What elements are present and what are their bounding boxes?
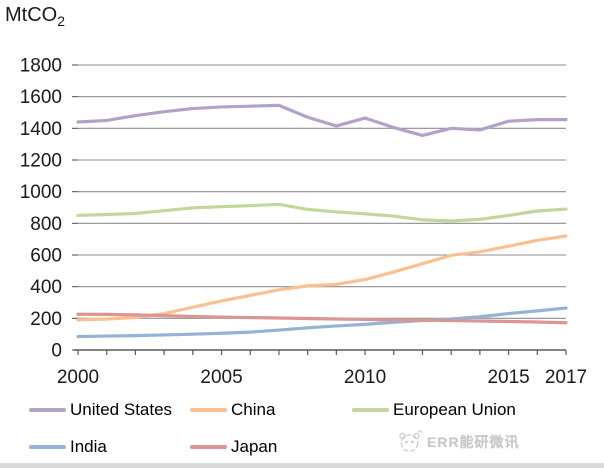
x-axis-label: 2015 bbox=[487, 367, 529, 388]
series-line-european-union bbox=[76, 202, 568, 223]
watermark: ERR能研微讯 bbox=[397, 429, 520, 455]
y-axis-label: 600 bbox=[30, 246, 62, 267]
y-axis-label: 400 bbox=[30, 277, 62, 298]
chart-title-text: MtCO bbox=[5, 4, 58, 26]
x-axis-label: 2010 bbox=[344, 367, 386, 388]
y-axis-label: 1600 bbox=[20, 87, 62, 108]
series-line-japan bbox=[76, 312, 568, 325]
x-axis-label: 2017 bbox=[545, 367, 587, 388]
y-axis-label: 200 bbox=[30, 309, 62, 330]
x-axis-label: 2005 bbox=[200, 367, 242, 388]
y-axis-label: 1800 bbox=[20, 56, 62, 77]
panda-logo-icon bbox=[399, 430, 422, 452]
y-axis-label: 1200 bbox=[20, 151, 62, 172]
series-line-india bbox=[76, 306, 568, 339]
series-line-united-states bbox=[76, 103, 568, 138]
y-axis-label: 1400 bbox=[20, 119, 62, 140]
watermark-text: ERR能研微讯 bbox=[427, 434, 520, 450]
y-axis-label: 0 bbox=[51, 341, 62, 362]
chart-title: MtCO2 bbox=[5, 4, 65, 29]
x-axis-label: 2000 bbox=[57, 367, 99, 388]
chart-title-subscript: 2 bbox=[57, 13, 66, 29]
series-line-china bbox=[76, 234, 568, 322]
bottom-divider bbox=[0, 463, 604, 468]
y-axis-label: 800 bbox=[30, 214, 62, 235]
y-axis-label: 1000 bbox=[20, 182, 62, 203]
